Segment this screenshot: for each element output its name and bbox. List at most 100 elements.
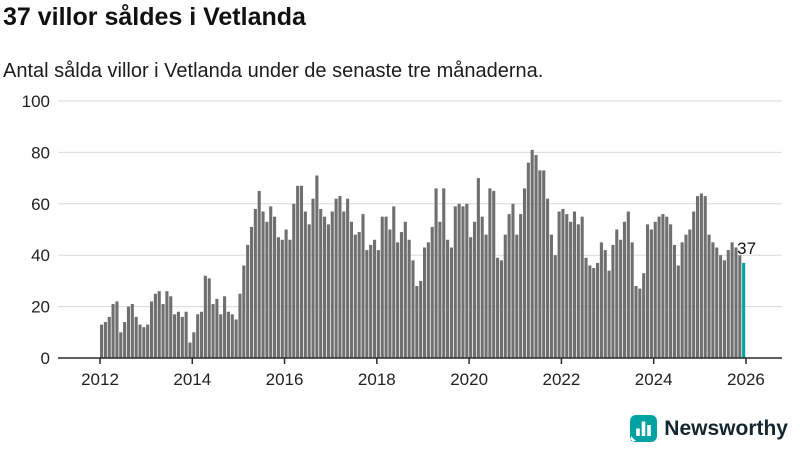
bar: [157, 291, 161, 358]
bar: [234, 319, 238, 358]
bar: [115, 301, 119, 358]
bar: [715, 247, 719, 358]
bar: [530, 149, 534, 358]
bar: [261, 211, 265, 358]
bar: [330, 211, 334, 358]
bar: [103, 322, 107, 358]
bar: [653, 221, 657, 358]
bar: [319, 208, 323, 358]
bar: [592, 268, 596, 358]
bar: [469, 237, 473, 358]
bar: [365, 250, 369, 358]
bar: [607, 270, 611, 358]
bar: [522, 188, 527, 358]
bar: [265, 221, 269, 358]
bar: [134, 316, 138, 358]
bar: [288, 239, 292, 358]
bar: [273, 216, 277, 358]
bar: [169, 296, 173, 358]
bar: [507, 214, 511, 358]
bar: [499, 260, 503, 358]
bar: [161, 304, 165, 358]
bar: [188, 342, 192, 358]
bar: [496, 257, 500, 358]
x-tick-label: 2022: [542, 370, 580, 389]
bar: [207, 278, 211, 358]
bar: [692, 211, 696, 358]
bar: [419, 280, 423, 358]
bar: [576, 224, 580, 358]
bar: [184, 311, 188, 358]
bar: [369, 244, 373, 358]
bar: [342, 211, 346, 358]
x-tick-label: 2026: [727, 370, 765, 389]
bar: [553, 255, 557, 358]
bar: [299, 185, 304, 358]
bar: [165, 291, 169, 358]
bar: [557, 211, 561, 358]
bar: [292, 203, 296, 358]
bar: [488, 188, 492, 358]
bar: [707, 234, 711, 358]
bar: [146, 324, 150, 358]
bar: [153, 293, 157, 358]
bar: [726, 250, 730, 358]
bar: [534, 154, 538, 358]
y-tick-label: 20: [31, 298, 50, 317]
bar: [446, 239, 450, 358]
bar: [411, 260, 415, 358]
bar: [311, 198, 315, 358]
bar: [211, 304, 215, 358]
bar: [596, 262, 600, 358]
bar: [676, 265, 680, 358]
bar: [584, 257, 588, 358]
bar: [130, 304, 134, 358]
bar: [695, 196, 700, 358]
bar: [392, 206, 396, 358]
bar: [422, 247, 427, 358]
bar: [230, 314, 234, 358]
bar: [730, 242, 734, 358]
bar: [492, 190, 496, 358]
bar: [476, 178, 480, 358]
y-tick-label: 40: [31, 246, 50, 265]
bar: [615, 229, 619, 358]
bar: [538, 170, 542, 358]
bar: [215, 298, 219, 358]
bar: [246, 244, 250, 358]
bar: [326, 224, 330, 358]
bar: [549, 234, 553, 358]
bar: [396, 242, 400, 358]
bar: [461, 206, 465, 358]
bar: [645, 224, 650, 358]
bar: [149, 301, 154, 358]
bar: [384, 216, 388, 358]
bar: [442, 188, 446, 358]
bar: [203, 275, 207, 358]
bar: [111, 304, 115, 358]
bar: [561, 208, 565, 358]
bar: [269, 206, 273, 358]
bar: [669, 224, 673, 358]
x-tick-label: 2024: [635, 370, 673, 389]
bar: [688, 229, 692, 358]
bar: [296, 185, 300, 358]
bar: [126, 306, 131, 358]
bar: [142, 327, 146, 358]
bar: [323, 216, 327, 358]
bar: [403, 221, 407, 358]
bar: [453, 206, 457, 358]
bar: [407, 239, 411, 358]
x-tick-label: 2020: [450, 370, 488, 389]
bar: [307, 224, 311, 358]
y-tick-label: 100: [22, 92, 50, 111]
bar: [219, 314, 223, 358]
x-tick-label: 2016: [266, 370, 304, 389]
bar: [338, 196, 342, 358]
bar: [680, 242, 684, 358]
bar: [672, 244, 676, 358]
x-tick-label: 2018: [358, 370, 396, 389]
bar: [546, 198, 550, 358]
y-tick-label: 80: [31, 143, 50, 162]
